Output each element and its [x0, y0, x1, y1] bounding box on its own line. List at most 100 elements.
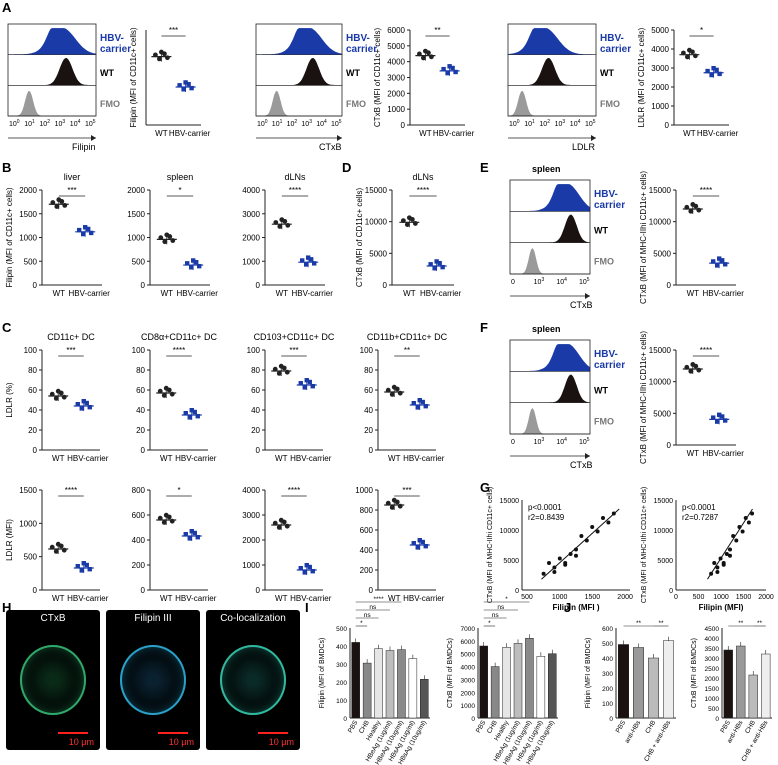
legend-carrier: carrier [346, 44, 377, 55]
dot-plot-A-ldlr: 0 1000 2000 3000 4000 5000 LDLR (MFI of CD11c+… [637, 26, 739, 138]
y-tick-label: 10000 [654, 528, 674, 535]
cell-ctxb-stain [20, 645, 86, 715]
y-tick-label: 1000 [651, 102, 669, 111]
y-tick-label: 60 [136, 386, 145, 395]
data-point [192, 409, 197, 415]
data-point [310, 569, 315, 574]
category-label: HBV-carrier [697, 129, 739, 138]
y-axis-label: CTxB (MFI of MHC-IIhi CD11c+ cells) [487, 487, 494, 603]
bar [663, 640, 674, 719]
y-tick-label: 4000 [387, 58, 405, 67]
y-tick-label: 5000 [651, 26, 669, 35]
data-point [185, 261, 190, 266]
dot-plot-C-pct-2: 0 20 40 60 80 100 CD8α+CD11c+ DC WT HBV-carrier *… [132, 332, 218, 463]
histogram-peak [509, 374, 591, 403]
tick-exponent: 1 [280, 119, 283, 125]
y-tick-label: 100 [360, 346, 374, 355]
histogram-tick-label: 105 [579, 437, 590, 446]
y-tick-label: 0 [141, 586, 146, 595]
y-tick-label: 40 [28, 406, 37, 415]
y-tick-label: 400 [360, 546, 374, 555]
histogram-tick-label: 104 [556, 277, 567, 286]
y-tick-label: 400 [336, 644, 347, 651]
flow-histogram: 0 103 104 105 CTxB HBV-carrier WT FMO [509, 339, 625, 470]
y-tick-label: 20 [28, 426, 37, 435]
scatter-point [568, 552, 573, 556]
tick-exponent: 0 [17, 119, 20, 125]
y-tick-label: 500 [336, 626, 347, 633]
data-point [723, 262, 728, 267]
y-tick-label: 60 [364, 386, 373, 395]
plot-title: spleen [167, 172, 194, 182]
category-label: WT [403, 289, 416, 298]
scatter-point [541, 571, 546, 576]
y-tick-label: 4500 [705, 626, 720, 633]
dot-plot-C-pct-4: 0 20 40 60 80 100 CD11b+CD11c+ DC WT HBV-carrier… [360, 332, 448, 463]
data-point [411, 541, 416, 546]
data-point [450, 65, 455, 71]
bar-chart-J-ctxb: 0 500 1000 1500 2000 2500 3000 3500 4000 4500 CTxB… [691, 620, 772, 763]
histogram-tick-label: 105 [331, 119, 342, 128]
histogram-frame [509, 339, 591, 435]
y-tick-label: 4000 [651, 45, 669, 54]
y-tick-label: 1000 [242, 561, 260, 570]
axis-arrowhead [337, 135, 342, 141]
data-point [195, 535, 200, 540]
data-point [307, 379, 312, 385]
data-point [81, 231, 86, 237]
y-tick-label: 100 [336, 698, 347, 705]
micrograph-caption: Filipin III [134, 613, 172, 624]
bar [362, 662, 372, 719]
y-tick-label: 0 [33, 281, 38, 290]
scale-bar [58, 732, 88, 734]
significance-label: *** [67, 186, 76, 195]
y-tick-label: 20 [364, 426, 373, 435]
legend-fmo: FMO [594, 257, 614, 267]
flow-histogram: 100 101 102 103 104 105FilipinHBV-carrierWTFM… [7, 23, 131, 152]
data-point [715, 263, 720, 268]
histogram-peak [8, 91, 96, 117]
significance-label: **** [288, 486, 300, 495]
x-tick-label: 1000 [552, 594, 568, 601]
y-tick-label: 0 [669, 588, 673, 595]
y-tick-label: 5000 [653, 409, 671, 418]
p-value: p<0.0001 [528, 503, 562, 512]
significance-label: ** [658, 620, 664, 627]
y-tick-label: 15000 [649, 346, 672, 355]
scale-bar [158, 732, 188, 734]
y-tick-label: 1000 [19, 234, 37, 243]
y-tick-label: 2000 [19, 186, 37, 195]
histogram-tick-label: 105 [579, 277, 590, 286]
data-point [54, 204, 60, 209]
y-tick-label: 2000 [651, 83, 669, 92]
y-tick-label: 2000 [461, 690, 476, 697]
plot-title: CD11b+CD11c+ DC [367, 332, 448, 342]
bar [397, 649, 406, 719]
y-tick-label: 0 [256, 446, 261, 455]
micrograph-colocalization: Co-localization 10 μm [206, 610, 300, 750]
legend-carrier: carrier [600, 44, 631, 55]
histogram-tick-label: 105 [85, 119, 96, 128]
data-point [194, 260, 199, 265]
y-axis-label: CTxB (MFI of MHC-IIhi CD11c+ cells) [639, 171, 648, 304]
category-label: HBV-carrier [403, 594, 445, 603]
y-tick-label: 10000 [500, 528, 520, 535]
histogram-frame [509, 179, 591, 275]
significance-label: * [178, 186, 181, 195]
data-point [84, 400, 89, 406]
data-point [714, 67, 719, 73]
tick-exponent: 3 [541, 277, 544, 283]
data-point [75, 564, 80, 569]
histogram-frame [7, 23, 97, 117]
category-label: WT [419, 129, 432, 138]
histogram-x-label: CTxB [570, 300, 593, 310]
histogram-title: spleen [532, 164, 561, 174]
histogram-tick-label: 100 [509, 119, 520, 128]
data-point [389, 505, 395, 510]
x-tick-label: 2000 [758, 594, 774, 601]
category-label: HBV-carrier [703, 449, 745, 458]
data-point [312, 261, 317, 266]
legend-fmo: FMO [100, 99, 120, 109]
dot-plot-A-filipin: Filipin (MFI of CD11c+ cells) WT HBV-carri… [129, 26, 211, 138]
